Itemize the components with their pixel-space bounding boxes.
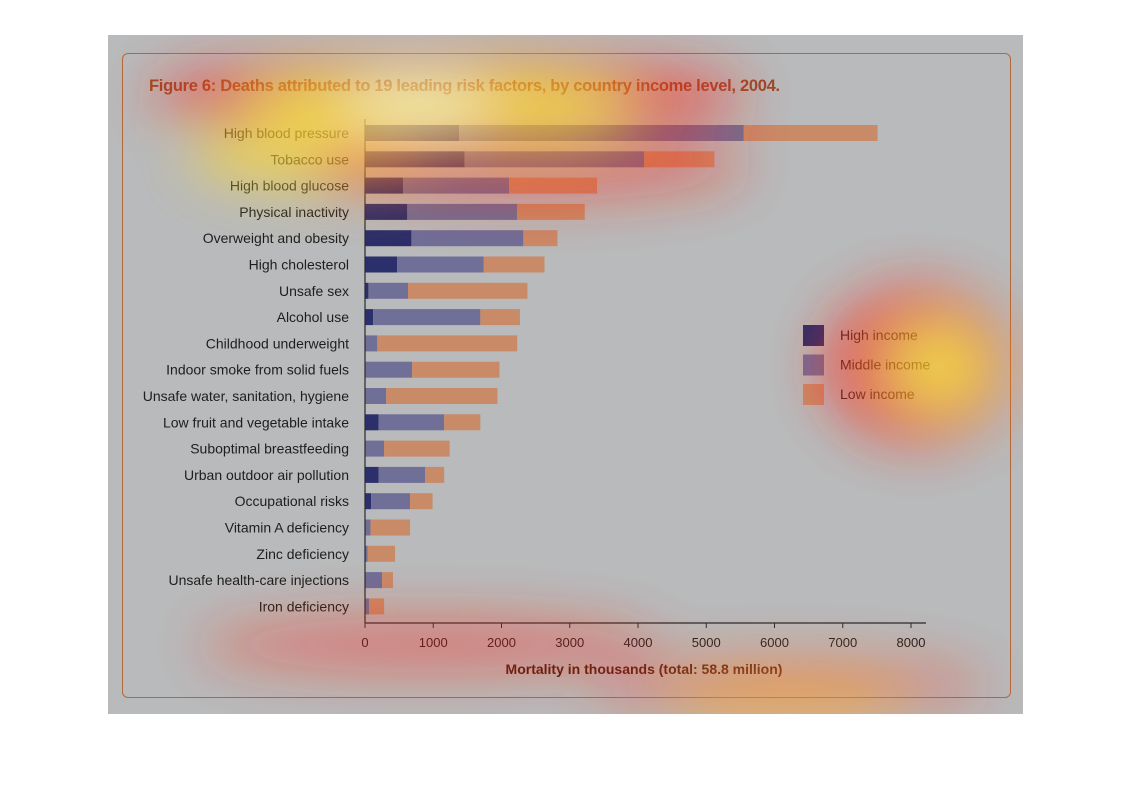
category-label: Alcohol use bbox=[277, 309, 350, 325]
x-tick-label: 1000 bbox=[419, 635, 448, 650]
category-label: Childhood underweight bbox=[206, 335, 349, 351]
legend-swatch bbox=[803, 325, 824, 346]
x-tick-label: 3000 bbox=[555, 635, 584, 650]
bar-segment bbox=[365, 414, 379, 431]
x-tick-label: 7000 bbox=[828, 635, 857, 650]
category-label: Occupational risks bbox=[235, 493, 349, 509]
bar-segment bbox=[644, 151, 715, 168]
bar-segment bbox=[411, 230, 524, 247]
category-label: Suboptimal breastfeeding bbox=[190, 441, 349, 457]
category-label: Unsafe health-care injections bbox=[168, 572, 349, 588]
bar-segment bbox=[480, 309, 520, 326]
bar-segment bbox=[509, 177, 598, 194]
category-label: Iron deficiency bbox=[259, 598, 349, 614]
bar-segment bbox=[377, 335, 518, 352]
bar-segment bbox=[464, 151, 645, 168]
bar-segment bbox=[369, 598, 385, 615]
x-tick-label: 6000 bbox=[760, 635, 789, 650]
bar-segment bbox=[365, 177, 404, 194]
category-label: Low fruit and vegetable intake bbox=[163, 414, 349, 430]
bar-segment bbox=[523, 230, 558, 247]
legend-swatch bbox=[803, 354, 824, 376]
bar-segment bbox=[407, 282, 528, 299]
bar-segment bbox=[743, 125, 878, 141]
bar-segment bbox=[378, 466, 426, 483]
bar-segment bbox=[412, 361, 500, 378]
bar-segment bbox=[407, 203, 518, 220]
category-label: Unsafe sex bbox=[279, 283, 349, 299]
category-label: Overweight and obesity bbox=[203, 230, 349, 246]
x-tick-label: 5000 bbox=[692, 635, 721, 650]
category-label: Zinc deficiency bbox=[256, 546, 349, 562]
category-label: High blood pressure bbox=[224, 125, 350, 141]
bar-segment bbox=[483, 256, 545, 273]
bar-segment bbox=[425, 466, 445, 483]
legend-label: Low income bbox=[840, 386, 915, 402]
bar-segment bbox=[403, 177, 510, 194]
x-axis: 0 1000 2000 3000 4000 5000 6000 7000 8000 bbox=[361, 119, 926, 650]
bar-segment bbox=[365, 309, 374, 326]
bar-segment bbox=[397, 256, 484, 273]
bar-chart: High blood pressure Tobacco use High blood… bbox=[143, 119, 930, 677]
category-label: High blood glucose bbox=[230, 178, 349, 194]
category-label: Unsafe water, sanitation, hygiene bbox=[143, 388, 349, 404]
category-label: Physical inactivity bbox=[239, 204, 349, 220]
category-label: Urban outdoor air pollution bbox=[184, 467, 349, 483]
bar-segment bbox=[517, 203, 585, 220]
category-label: Indoor smoke from solid fuels bbox=[166, 362, 349, 378]
bar-segment bbox=[365, 125, 460, 141]
bar-segment bbox=[365, 282, 369, 299]
bar-segment bbox=[365, 466, 379, 483]
bar-segment bbox=[410, 493, 433, 510]
bar-segment bbox=[384, 440, 450, 457]
bar-segment bbox=[365, 519, 371, 536]
bar-segment bbox=[365, 388, 387, 404]
bar-segment bbox=[365, 545, 368, 562]
legend-label: Middle income bbox=[840, 357, 930, 373]
bar-segment bbox=[365, 335, 378, 352]
bar-segment bbox=[371, 493, 411, 510]
x-tick-label: 2000 bbox=[487, 635, 516, 650]
legend-swatch bbox=[803, 384, 824, 405]
bar-segment bbox=[365, 230, 412, 247]
category-label: Vitamin A deficiency bbox=[225, 520, 349, 536]
category-label: Tobacco use bbox=[270, 151, 349, 167]
bar-segment bbox=[459, 125, 744, 141]
bar-segment bbox=[367, 545, 396, 562]
bar-segment bbox=[365, 361, 413, 378]
bar-segment bbox=[382, 572, 393, 589]
bar-segment bbox=[365, 203, 408, 220]
chart-panel: Figure 6: Deaths attributed to 19 leadin… bbox=[108, 35, 1023, 714]
bar-segment bbox=[370, 519, 411, 536]
bar-segment bbox=[365, 493, 372, 510]
bar-segment bbox=[373, 309, 481, 326]
bar-segment bbox=[378, 414, 445, 431]
legend-label: High income bbox=[840, 327, 918, 343]
bar-segment bbox=[386, 388, 498, 404]
bar-segment bbox=[365, 151, 465, 168]
x-tick-label: 8000 bbox=[897, 635, 926, 650]
bar-segment bbox=[365, 440, 385, 457]
category-labels: High blood pressure Tobacco use High blood… bbox=[143, 125, 349, 614]
x-tick-label: 4000 bbox=[624, 635, 653, 650]
category-label: High cholesterol bbox=[249, 257, 349, 273]
bar-segment bbox=[444, 414, 481, 431]
bar-segment bbox=[365, 256, 398, 273]
x-axis-title: Mortality in thousands (total: 58.8 mill… bbox=[506, 661, 783, 677]
bar-segment bbox=[368, 282, 408, 299]
bar-segment bbox=[365, 572, 383, 589]
legend: High income Middle income Low income bbox=[803, 325, 930, 405]
x-tick-label: 0 bbox=[361, 635, 368, 650]
bars-group bbox=[365, 125, 878, 615]
bar-segment bbox=[365, 598, 370, 615]
